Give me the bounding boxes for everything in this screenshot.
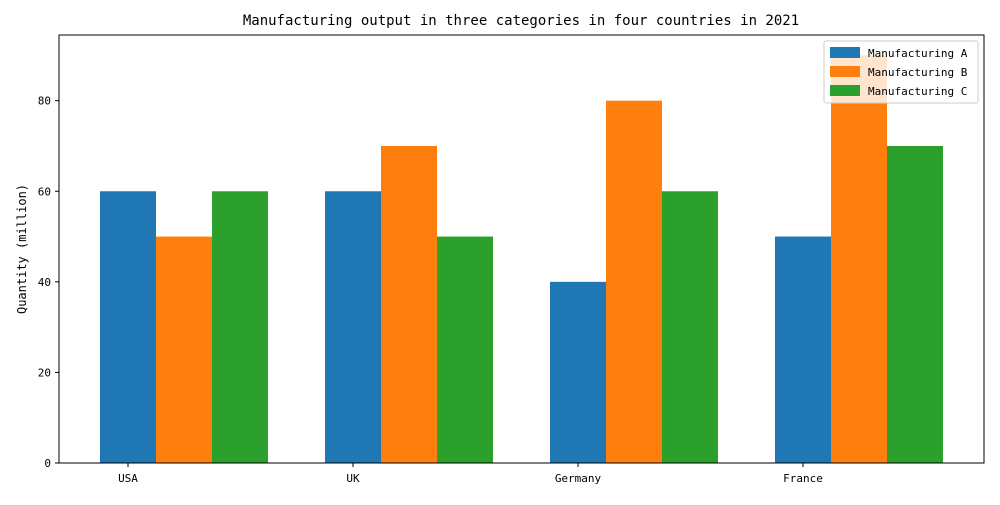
legend-box [823,40,979,104]
y-tick-label: 40 [38,276,51,289]
bar-germany-series-1 [550,281,606,463]
y-tick-label: 60 [38,185,51,198]
x-tick-label: France [783,472,823,485]
bar-france-series-3 [887,145,943,464]
bar-uk-series-2 [381,145,437,464]
bar-france-series-1 [775,236,831,463]
legend-swatch-1 [830,47,860,58]
bar-uk-series-1 [325,191,381,463]
legend-label-2: Manufacturing B [868,66,968,79]
legend-label-1: Manufacturing A [868,47,968,60]
x-tick-label: UK [346,472,360,485]
legend-swatch-3 [830,85,860,96]
bar-germany-series-2 [606,100,662,463]
plot-frame [58,34,985,464]
bar-usa-series-1 [100,191,156,463]
chart-title: Manufacturing output in three categories… [243,13,799,29]
bar-usa-series-3 [212,191,268,463]
y-axis-label: Quantity (million) [15,184,29,314]
y-tick-label: 80 [38,95,51,108]
x-tick-label: USA [118,472,138,485]
bar-uk-series-3 [437,236,493,463]
y-tick-label: 20 [38,366,51,379]
legend-swatch-2 [830,66,860,77]
bar-usa-series-2 [156,236,212,463]
bar-germany-series-3 [662,191,718,463]
legend-label-3: Manufacturing C [868,85,967,98]
x-tick-label: Germany [555,472,602,485]
y-tick-label: 0 [44,457,51,470]
plot-area: 0 20 40 60 80 USA UK Germany France Manufacturing… [38,34,985,485]
bar-france-series-2 [831,55,887,463]
